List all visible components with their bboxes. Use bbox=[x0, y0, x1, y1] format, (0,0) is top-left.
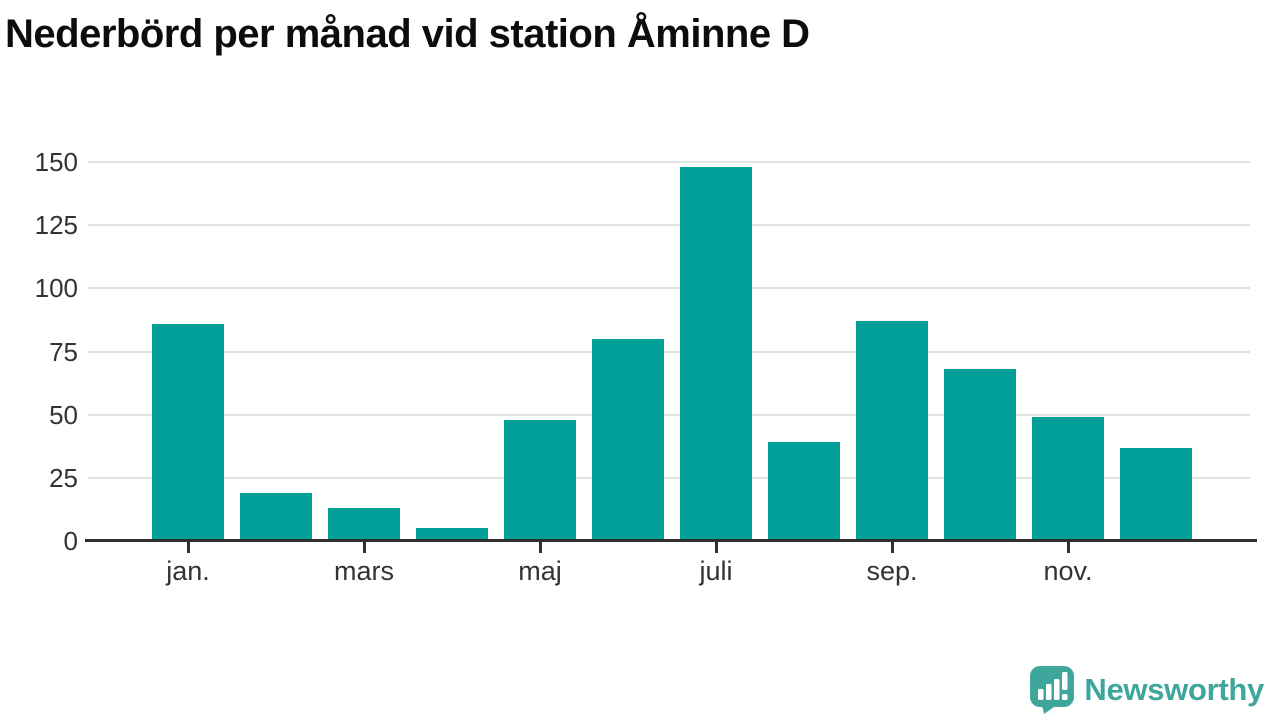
bar-sep. bbox=[856, 321, 928, 541]
y-tick-label: 100 bbox=[34, 273, 78, 304]
y-tick-label: 150 bbox=[34, 147, 78, 177]
x-tick-label: maj bbox=[518, 556, 562, 586]
bar-juni bbox=[592, 338, 664, 541]
x-tick-label: jan. bbox=[166, 556, 210, 586]
bar-jan. bbox=[152, 323, 224, 541]
brand-name: Newsworthy bbox=[1084, 672, 1264, 707]
x-tick-label: juli bbox=[699, 556, 733, 586]
bar-apr. bbox=[416, 528, 488, 541]
x-axis-tick bbox=[714, 542, 718, 553]
y-tick-label: 25 bbox=[49, 462, 78, 493]
bar-mars bbox=[328, 508, 400, 541]
gridline bbox=[88, 224, 1250, 227]
bar-dec. bbox=[1120, 447, 1192, 541]
gridline bbox=[88, 161, 1250, 163]
brand-footer: Newsworthy bbox=[1029, 666, 1264, 714]
gridline bbox=[88, 413, 1250, 416]
bar-feb. bbox=[240, 492, 312, 541]
y-tick-label: 50 bbox=[49, 399, 78, 430]
x-axis-tick bbox=[890, 542, 894, 553]
bar-nov. bbox=[1032, 417, 1104, 541]
x-axis-tick bbox=[538, 542, 542, 553]
y-tick-label: 125 bbox=[34, 210, 78, 241]
gridline bbox=[88, 287, 1250, 290]
bar-okt. bbox=[944, 369, 1016, 541]
x-axis-tick bbox=[362, 542, 366, 553]
gridline bbox=[88, 350, 1250, 353]
bar-aug. bbox=[768, 442, 840, 541]
newsworthy-logo-icon bbox=[1030, 666, 1075, 714]
x-axis-tick bbox=[1066, 542, 1070, 553]
y-tick-label: 75 bbox=[49, 336, 78, 367]
bar-maj bbox=[504, 419, 576, 541]
x-tick-label: nov. bbox=[1043, 556, 1093, 586]
chart-title: Nederbörd per månad vid station Åminne D bbox=[5, 12, 810, 56]
x-tick-label: mars bbox=[334, 556, 394, 586]
bar-juli bbox=[680, 167, 752, 541]
gridline bbox=[88, 476, 1250, 479]
x-axis-line bbox=[85, 539, 1257, 542]
x-tick-label: sep. bbox=[866, 556, 918, 586]
y-tick-label: 0 bbox=[63, 526, 78, 556]
bar-chart: 0 25 50 75 100 125 150 jan. mars maj juli sep. nov. bbox=[0, 140, 1280, 610]
x-axis-tick bbox=[186, 542, 190, 553]
